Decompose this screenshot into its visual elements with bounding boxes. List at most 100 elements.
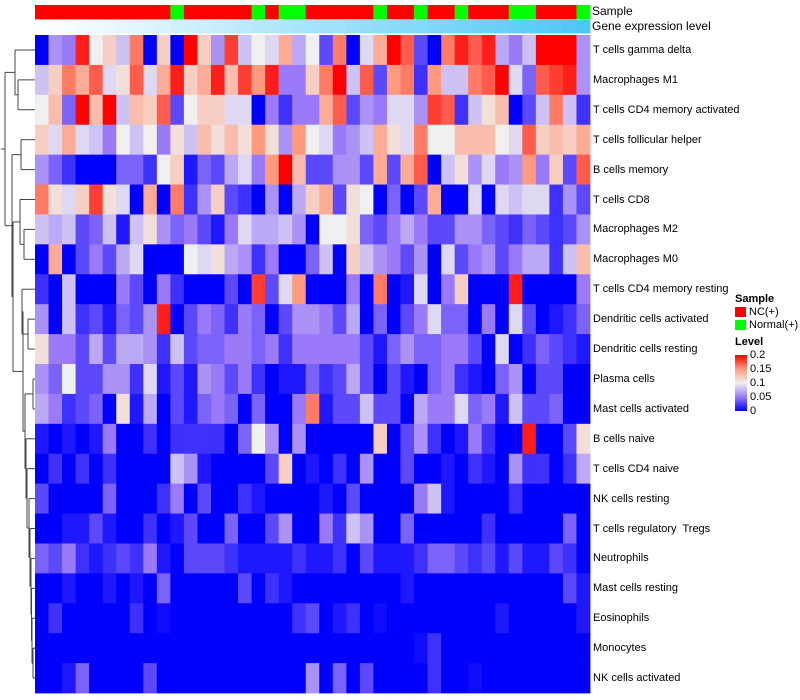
heatmap-cell xyxy=(102,154,117,185)
heatmap-cell xyxy=(427,244,442,275)
heatmap-cell xyxy=(292,214,307,245)
heatmap-cell xyxy=(386,334,401,365)
heatmap-cell xyxy=(156,184,171,215)
heatmap-cell xyxy=(576,364,591,395)
heatmap-cell xyxy=(495,334,510,365)
heatmap-cell xyxy=(278,364,293,395)
heatmap-cell xyxy=(400,334,415,365)
heatmap-cell xyxy=(549,393,564,425)
heatmap-cell xyxy=(468,94,483,126)
heatmap-cell xyxy=(238,663,252,694)
heatmap-cell xyxy=(265,64,280,96)
heatmap-cell xyxy=(197,274,212,305)
heatmap-cell xyxy=(62,64,77,96)
heatmap-cell xyxy=(210,393,225,425)
heatmap-cell xyxy=(414,124,428,156)
heatmap-cell xyxy=(116,35,131,66)
heatmap-cell xyxy=(522,543,537,574)
gene-expression-annotation-cell xyxy=(386,20,401,34)
heatmap-cell xyxy=(224,244,239,275)
sample-annotation-cell xyxy=(89,5,104,20)
heatmap-cell xyxy=(562,364,577,395)
heatmap-cell xyxy=(400,184,415,215)
heatmap-cell xyxy=(89,364,104,395)
heatmap-cell xyxy=(251,364,266,395)
level-tick-label: 0.15 xyxy=(750,363,772,375)
heatmap-cell xyxy=(102,453,117,485)
heatmap-cell xyxy=(197,64,212,96)
heatmap-cell xyxy=(62,124,77,156)
heatmap-cell xyxy=(170,543,185,574)
heatmap-cell xyxy=(441,154,456,185)
heatmap-cell xyxy=(62,573,77,604)
heatmap-cell xyxy=(576,423,591,455)
heatmap-cell xyxy=(414,274,428,305)
heatmap-cell xyxy=(332,633,347,664)
row-label: T cells regulatory Tregs xyxy=(593,522,711,535)
heatmap-cell xyxy=(265,274,280,305)
heatmap-cell xyxy=(170,154,185,185)
heatmap-cell xyxy=(386,453,401,485)
heatmap-cell xyxy=(576,633,591,664)
heatmap-cell xyxy=(62,453,77,485)
heatmap-cell xyxy=(576,214,591,245)
heatmap-cell xyxy=(454,453,469,485)
gene-expression-annotation-cell xyxy=(292,20,307,34)
heatmap-cell xyxy=(427,94,442,126)
heatmap-cell xyxy=(495,124,510,156)
heatmap-cell xyxy=(495,274,510,305)
heatmap-cell xyxy=(427,393,442,425)
gene-expression-annotation-cell xyxy=(75,20,90,34)
sample-annotation-cell xyxy=(535,5,550,20)
heatmap-cell xyxy=(278,334,293,365)
heatmap-cell xyxy=(129,513,144,544)
heatmap-cell xyxy=(265,663,280,694)
heatmap-cell xyxy=(454,94,469,126)
heatmap-cell xyxy=(441,244,456,275)
heatmap-cell xyxy=(156,64,171,96)
heatmap-cell xyxy=(373,274,388,305)
gene-expression-annotation-cell xyxy=(305,20,320,34)
heatmap-cell xyxy=(549,633,564,664)
heatmap-cell xyxy=(265,543,280,574)
heatmap-cell xyxy=(400,304,415,335)
heatmap-cell xyxy=(238,304,252,335)
heatmap-cell xyxy=(535,64,550,96)
heatmap-cell xyxy=(386,35,401,66)
heatmap-cell xyxy=(400,214,415,245)
heatmap-cell xyxy=(481,304,496,335)
heatmap-cell xyxy=(562,274,577,305)
heatmap-cell xyxy=(197,94,212,126)
heatmap-cell xyxy=(143,633,158,664)
heatmap-cell xyxy=(116,244,131,275)
heatmap-cell xyxy=(414,393,428,425)
heatmap-cell xyxy=(454,513,469,544)
heatmap-cell xyxy=(62,543,77,574)
heatmap-cell xyxy=(373,94,388,126)
heatmap-cell xyxy=(414,214,428,245)
heatmap-cell xyxy=(48,603,63,634)
heatmap-cell xyxy=(319,513,334,544)
gene-expression-annotation-cell xyxy=(549,20,564,34)
heatmap-cell xyxy=(35,603,49,634)
heatmap-cell xyxy=(332,184,347,215)
heatmap-cell xyxy=(319,364,334,395)
sample-annotation-cell xyxy=(427,5,442,20)
heatmap-cell xyxy=(332,94,347,126)
gene-expression-annotation-cell xyxy=(427,20,442,34)
heatmap-cell xyxy=(454,633,469,664)
heatmap-cell xyxy=(319,393,334,425)
level-legend-title: Level xyxy=(735,336,764,348)
gene-expression-annotation-cell xyxy=(319,20,334,34)
heatmap-cell xyxy=(576,274,591,305)
row-label: Plasma cells xyxy=(593,372,655,385)
heatmap-cell xyxy=(535,543,550,574)
heatmap-cell xyxy=(522,94,537,126)
heatmap-cell xyxy=(562,603,577,634)
heatmap-cell xyxy=(427,633,442,664)
heatmap-cell xyxy=(468,633,483,664)
heatmap-cell xyxy=(468,274,483,305)
heatmap-cell xyxy=(238,603,252,634)
heatmap-cell xyxy=(116,633,131,664)
heatmap-cell xyxy=(170,274,185,305)
